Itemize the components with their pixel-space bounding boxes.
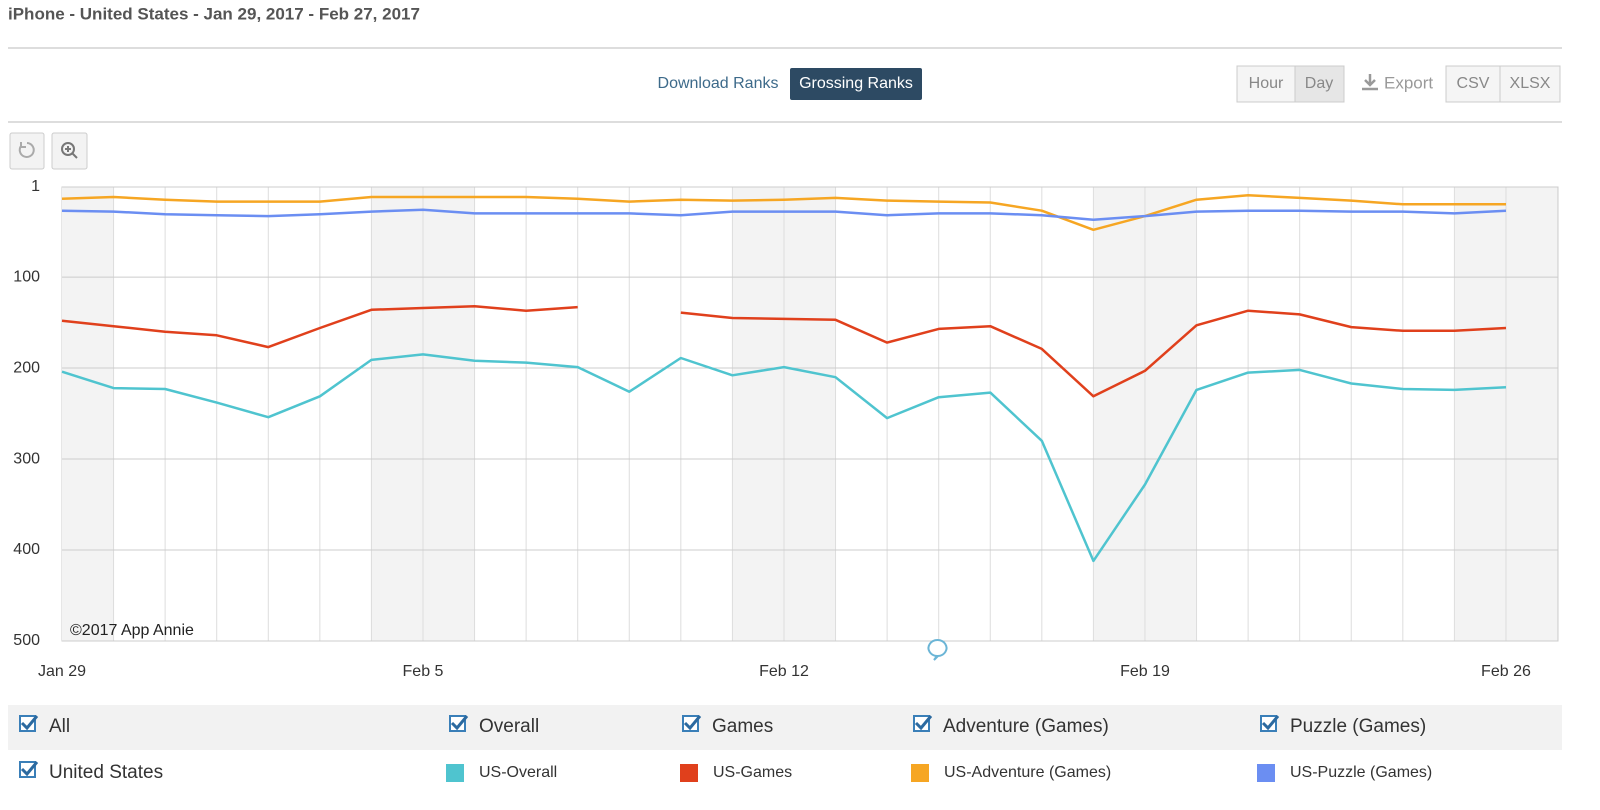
annotation-icon — [927, 639, 948, 661]
y-tick-label: 1 — [31, 178, 40, 195]
legend-swatch — [680, 764, 698, 782]
checkmark — [20, 761, 39, 777]
day-button[interactable] — [1294, 65, 1345, 103]
legend-swatch — [911, 764, 929, 782]
page-title: iPhone - United States - Jan 29, 2017 - … — [8, 4, 420, 23]
csv-label[interactable]: CSV — [1457, 75, 1490, 92]
reset-button[interactable] — [9, 132, 45, 170]
export-label[interactable]: Export — [1384, 73, 1433, 92]
filter-label[interactable]: Adventure (Games) — [943, 716, 1109, 737]
checkmark — [450, 715, 469, 731]
x-tick-label: Feb 12 — [759, 663, 809, 680]
legend-label[interactable]: US-Puzzle (Games) — [1290, 764, 1432, 781]
x-tick-label: Feb 26 — [1481, 663, 1531, 680]
hour-label[interactable]: Hour — [1249, 75, 1284, 92]
xlsx-button[interactable] — [1499, 65, 1561, 103]
filter-label[interactable]: Games — [712, 716, 773, 737]
y-tick-label: 200 — [13, 359, 40, 376]
region-label: United States — [49, 762, 163, 783]
y-tick-label: 300 — [13, 450, 40, 467]
y-tick-label: 100 — [13, 268, 40, 285]
checkbox[interactable] — [449, 715, 466, 732]
x-tick-label: Feb 19 — [1120, 663, 1170, 680]
zoom-icon — [61, 142, 75, 156]
csv-button[interactable] — [1445, 65, 1501, 103]
filter-row — [8, 705, 1562, 750]
day-label[interactable]: Day — [1305, 75, 1333, 92]
reset-icon — [18, 142, 35, 158]
checkmark — [20, 715, 39, 731]
checkbox[interactable] — [19, 715, 36, 732]
xlsx-label[interactable]: XLSX — [1510, 75, 1551, 92]
legend-label[interactable]: US-Overall — [479, 764, 557, 781]
series-line — [61, 208, 1507, 222]
tab-grossing[interactable]: Grossing Ranks — [799, 75, 913, 92]
legend-swatch — [446, 764, 464, 782]
legend-label[interactable]: US-Games — [713, 764, 792, 781]
x-tick-label: Feb 5 — [403, 663, 444, 680]
filter-label[interactable]: Overall — [479, 716, 539, 737]
tab-active-bg[interactable] — [790, 68, 922, 100]
checkmark — [1261, 715, 1280, 731]
legend-swatch — [1257, 764, 1275, 782]
checkmark — [683, 715, 702, 731]
checkbox[interactable] — [913, 715, 930, 732]
series-line — [61, 193, 1506, 232]
series-line — [61, 353, 1507, 563]
series-line — [61, 304, 1507, 398]
credit: ©2017 App Annie — [70, 622, 194, 639]
zoom-button[interactable] — [51, 132, 88, 170]
filter-label[interactable]: All — [49, 716, 70, 737]
export-icon — [1362, 74, 1378, 91]
checkbox[interactable] — [19, 761, 36, 778]
checkbox[interactable] — [1260, 715, 1277, 732]
y-tick-label: 400 — [13, 541, 40, 558]
checkmark — [914, 715, 933, 731]
y-tick-label: 500 — [13, 632, 40, 649]
zoom-icon — [65, 146, 78, 159]
filter-label[interactable]: Puzzle (Games) — [1290, 716, 1426, 737]
weekend-band — [62, 187, 114, 641]
tab-download[interactable]: Download Ranks — [658, 75, 779, 92]
checkbox[interactable] — [682, 715, 699, 732]
x-tick-label: Jan 29 — [38, 663, 86, 680]
legend-label[interactable]: US-Adventure (Games) — [944, 764, 1111, 781]
